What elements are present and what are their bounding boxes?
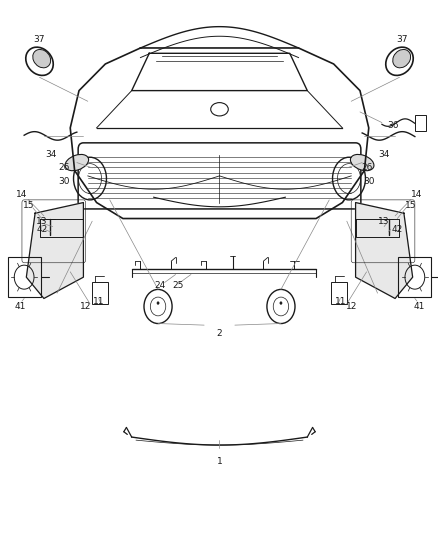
- Bar: [414, 115, 425, 131]
- Text: 11: 11: [334, 297, 345, 305]
- Text: 37: 37: [34, 36, 45, 44]
- Text: 25: 25: [172, 281, 183, 289]
- Text: 15: 15: [23, 201, 34, 209]
- Text: 34: 34: [45, 150, 56, 159]
- Ellipse shape: [33, 50, 50, 68]
- Text: 42: 42: [36, 225, 47, 233]
- Text: 11: 11: [93, 297, 104, 305]
- Text: 42: 42: [391, 225, 402, 233]
- Ellipse shape: [350, 155, 373, 171]
- Text: 26: 26: [58, 164, 69, 172]
- Text: 41: 41: [413, 302, 424, 311]
- Text: 12: 12: [345, 302, 356, 311]
- Bar: [331, 282, 346, 304]
- Ellipse shape: [65, 155, 88, 171]
- Circle shape: [279, 302, 282, 304]
- Text: 14: 14: [16, 190, 28, 199]
- Ellipse shape: [392, 50, 410, 68]
- Text: 1: 1: [216, 457, 222, 465]
- Text: 24: 24: [154, 281, 166, 289]
- Text: 41: 41: [14, 302, 25, 311]
- Text: 13: 13: [36, 217, 47, 225]
- Text: 30: 30: [362, 177, 374, 185]
- Text: 13: 13: [378, 217, 389, 225]
- Text: 26: 26: [360, 164, 371, 172]
- Bar: [92, 282, 107, 304]
- Text: 15: 15: [404, 201, 415, 209]
- Text: 12: 12: [80, 302, 91, 311]
- Text: 37: 37: [395, 36, 406, 44]
- Text: 2: 2: [216, 329, 222, 337]
- Bar: [8, 257, 40, 297]
- Text: 34: 34: [378, 150, 389, 159]
- Text: 30: 30: [58, 177, 69, 185]
- Circle shape: [156, 302, 159, 304]
- Text: 14: 14: [410, 190, 422, 199]
- Polygon shape: [355, 203, 412, 298]
- Polygon shape: [26, 203, 83, 298]
- Text: 36: 36: [386, 121, 398, 130]
- Bar: [398, 257, 430, 297]
